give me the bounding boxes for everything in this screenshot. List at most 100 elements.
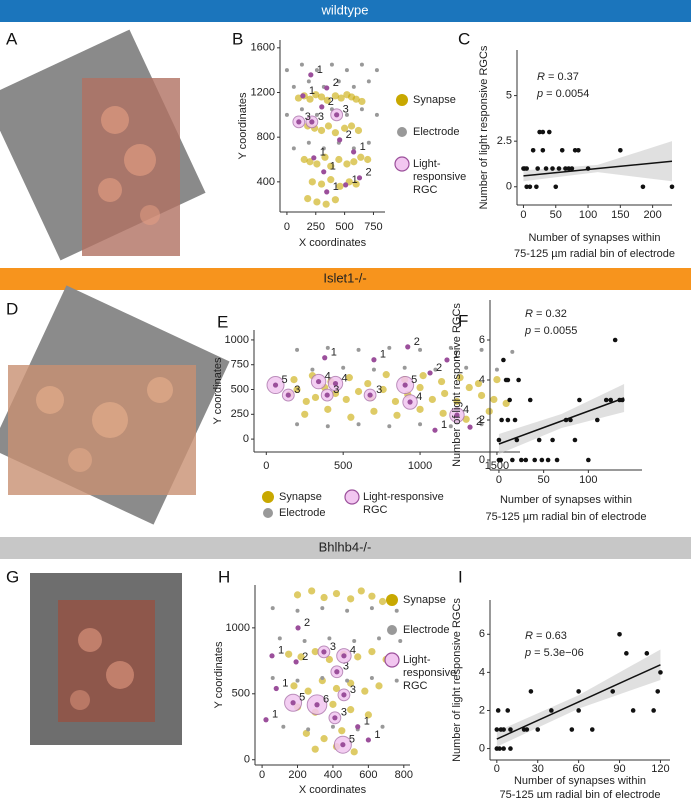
- data-point: [518, 457, 524, 463]
- electrode-point: [356, 422, 361, 427]
- x-tick-label: 150: [611, 209, 629, 221]
- data-point: [655, 689, 661, 694]
- electrode-point: [302, 639, 307, 644]
- rgc-count: 3: [305, 111, 311, 123]
- stat-symbol: p: [524, 325, 531, 337]
- rgc-point: [315, 378, 322, 385]
- legend-label: Synapse: [413, 94, 456, 106]
- synapse-point: [493, 375, 501, 384]
- data-point: [610, 689, 616, 694]
- confidence-band: [496, 649, 661, 747]
- rgc-count: 1: [374, 729, 380, 741]
- y-axis-title: Number of light responsive RGCs: [451, 598, 463, 762]
- rgc-count: 3: [294, 384, 300, 396]
- rgc-point: [296, 119, 302, 125]
- x-tick-label: 750: [364, 221, 382, 233]
- rgc-point: [269, 653, 275, 659]
- electrode-point: [351, 146, 356, 151]
- synapse-point: [477, 391, 486, 400]
- synapse-point: [364, 711, 372, 719]
- legend-label: Light-responsive RGC: [403, 654, 456, 692]
- electrode-point: [418, 422, 423, 427]
- x-tick-label: 0: [494, 763, 500, 775]
- x-tick-label: 50: [538, 474, 550, 486]
- synapse-point: [301, 410, 309, 418]
- synapse-point: [474, 379, 483, 388]
- electrode-point: [310, 367, 315, 372]
- electrode-point: [306, 727, 311, 732]
- legend-swatch: [384, 652, 400, 668]
- banner-title: Islet1-/-: [323, 270, 366, 285]
- synapse-point: [320, 735, 328, 743]
- rgc-count: 2: [304, 617, 310, 629]
- rgc-point: [324, 85, 330, 91]
- y-tick-label: 400: [257, 176, 275, 188]
- x-tick-label: 60: [573, 763, 585, 775]
- rgc-count: 2: [333, 77, 339, 89]
- synapse-point: [364, 379, 372, 388]
- data-point: [495, 708, 501, 713]
- x-tick-label: 400: [324, 769, 342, 781]
- legend-swatch: [262, 491, 274, 503]
- y-axis-title: Y coordinates: [212, 357, 224, 425]
- y-axis-title: Number of light responsive RGCs: [451, 303, 463, 467]
- synapse-point: [306, 95, 314, 103]
- electrode-point: [270, 675, 275, 680]
- confidence-band: [498, 384, 625, 454]
- synapse-point: [347, 122, 356, 130]
- rgc-point: [371, 357, 377, 363]
- stat-symbol: R: [525, 630, 533, 642]
- electrode-point: [479, 422, 484, 427]
- synapse-point: [358, 97, 366, 106]
- rgc-point: [355, 724, 361, 730]
- data-point: [669, 184, 675, 190]
- rgc-point: [309, 119, 315, 125]
- synapse-point: [416, 383, 424, 392]
- rgc-count: 3: [333, 384, 339, 396]
- data-point: [516, 377, 521, 383]
- electrode-point: [329, 62, 334, 67]
- data-point: [527, 397, 533, 403]
- synapse-point: [332, 684, 341, 693]
- rgc-count: 1: [330, 161, 336, 173]
- synapse-point: [354, 387, 363, 396]
- x-tick-label: 100: [579, 209, 597, 221]
- micrograph: [30, 573, 182, 745]
- banner-title: Bhlhb4-/-: [319, 539, 372, 554]
- synapse-point: [317, 126, 326, 135]
- electrode-point: [387, 345, 392, 350]
- synapse-point: [393, 411, 401, 419]
- synapse-point: [368, 647, 376, 656]
- data-point: [494, 727, 500, 732]
- stat-annotation: p = 0.0055: [524, 325, 577, 337]
- data-point: [534, 184, 539, 190]
- rgc-point: [300, 93, 306, 99]
- rgc-point: [340, 742, 346, 748]
- electrode-point: [306, 79, 311, 84]
- x-tick-label: 50: [550, 209, 562, 221]
- electrode-point: [366, 140, 371, 145]
- rgc-point: [337, 137, 343, 143]
- electrode-point: [295, 422, 300, 427]
- synapse-point: [290, 375, 298, 384]
- stat-value: = 0.0055: [531, 325, 577, 337]
- data-point: [508, 727, 513, 732]
- synapse-point: [361, 687, 369, 695]
- x-tick-label: 0: [520, 209, 526, 221]
- synapse-point: [368, 592, 376, 600]
- data-point: [524, 727, 530, 732]
- synapse-point: [324, 122, 333, 130]
- synapse-point: [341, 124, 349, 132]
- synapse-point: [336, 182, 344, 190]
- x-axis-title: Number of synapses within: [528, 232, 660, 244]
- rgc-count: 1: [320, 147, 326, 159]
- synapse-point: [322, 200, 330, 208]
- rgc-count: 5: [411, 374, 417, 386]
- synapse-point: [391, 397, 400, 406]
- rgc-point: [272, 382, 279, 388]
- stat-annotation: p = 0.0054: [536, 88, 589, 100]
- electrode-point: [284, 68, 289, 73]
- x-tick-label: 1500: [485, 460, 509, 472]
- data-point: [499, 417, 504, 423]
- x-tick-label: 120: [651, 763, 669, 775]
